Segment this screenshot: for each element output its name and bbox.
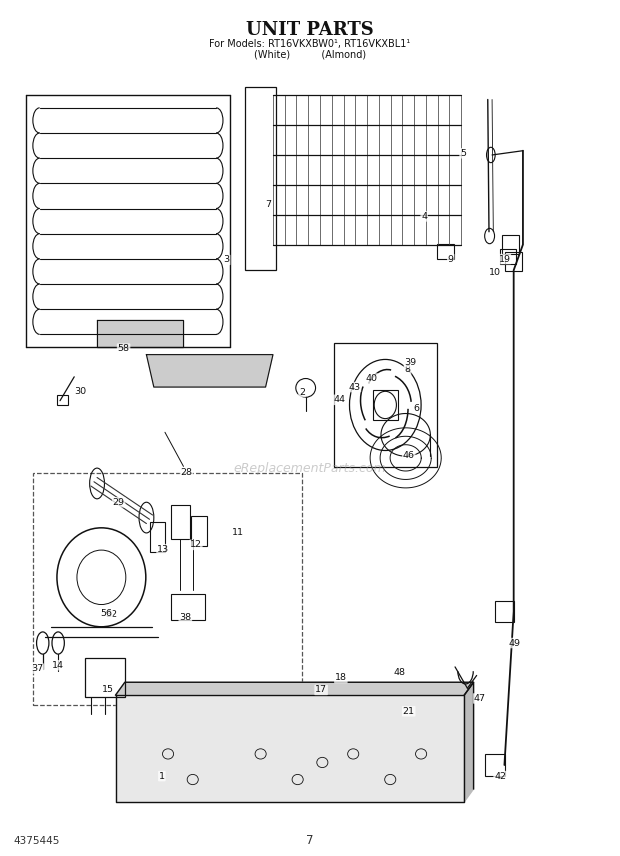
Text: 48: 48: [394, 669, 405, 677]
Bar: [192, 516, 207, 546]
Bar: [500, 249, 516, 265]
Polygon shape: [115, 682, 474, 695]
Text: 28: 28: [180, 468, 193, 477]
Bar: [437, 244, 454, 259]
Text: 14: 14: [52, 661, 64, 669]
Text: 11: 11: [232, 527, 244, 537]
Text: 49: 49: [509, 639, 521, 647]
Bar: [502, 235, 519, 254]
Bar: [33, 473, 302, 705]
Bar: [171, 594, 205, 620]
Text: 32: 32: [105, 609, 117, 619]
Text: 7: 7: [265, 200, 272, 209]
Bar: [485, 754, 505, 776]
Text: For Models: RT16VKXBW0¹, RT16VKXBL1¹: For Models: RT16VKXBW0¹, RT16VKXBL1¹: [210, 39, 410, 49]
Bar: [334, 342, 436, 467]
Text: 39: 39: [404, 358, 417, 367]
Text: 47: 47: [474, 694, 485, 703]
Text: (White)          (Almond): (White) (Almond): [254, 50, 366, 59]
Text: 58: 58: [118, 344, 130, 354]
Text: 2: 2: [299, 388, 305, 396]
Text: 46: 46: [403, 451, 415, 460]
Text: 8: 8: [404, 366, 410, 374]
Bar: [505, 253, 522, 271]
Polygon shape: [464, 682, 474, 802]
Text: 4: 4: [421, 212, 427, 221]
Text: 19: 19: [498, 254, 510, 264]
Text: 17: 17: [315, 686, 327, 694]
Text: 44: 44: [334, 395, 345, 404]
Text: 42: 42: [494, 771, 506, 781]
Bar: [373, 389, 397, 420]
Bar: [85, 658, 125, 697]
Text: 9: 9: [448, 254, 454, 264]
Polygon shape: [97, 319, 184, 347]
Text: 7: 7: [306, 835, 314, 847]
Text: 18: 18: [335, 674, 347, 682]
Polygon shape: [115, 695, 464, 802]
Text: 29: 29: [113, 497, 125, 507]
Text: 30: 30: [74, 387, 86, 395]
Text: 56: 56: [100, 609, 112, 618]
Text: 10: 10: [489, 268, 501, 277]
Text: 21: 21: [403, 707, 415, 716]
Text: 38: 38: [179, 613, 192, 622]
Bar: [171, 505, 190, 539]
Bar: [57, 395, 68, 405]
Text: 12: 12: [190, 540, 202, 550]
Bar: [149, 522, 165, 552]
Bar: [97, 319, 184, 347]
Text: 4375445: 4375445: [14, 836, 60, 846]
Bar: [245, 86, 276, 270]
Text: 3: 3: [224, 255, 230, 265]
Text: UNIT PARTS: UNIT PARTS: [246, 21, 374, 39]
Text: 37: 37: [31, 664, 43, 673]
Text: 40: 40: [366, 374, 378, 383]
Text: 15: 15: [102, 686, 113, 694]
Polygon shape: [146, 354, 273, 387]
Text: 43: 43: [348, 383, 360, 391]
Text: eReplacementParts.com: eReplacementParts.com: [234, 462, 386, 475]
Bar: [495, 601, 515, 622]
Text: 6: 6: [413, 404, 419, 413]
Text: 5: 5: [460, 149, 466, 158]
Text: 13: 13: [157, 544, 169, 554]
Text: 1: 1: [159, 771, 165, 781]
